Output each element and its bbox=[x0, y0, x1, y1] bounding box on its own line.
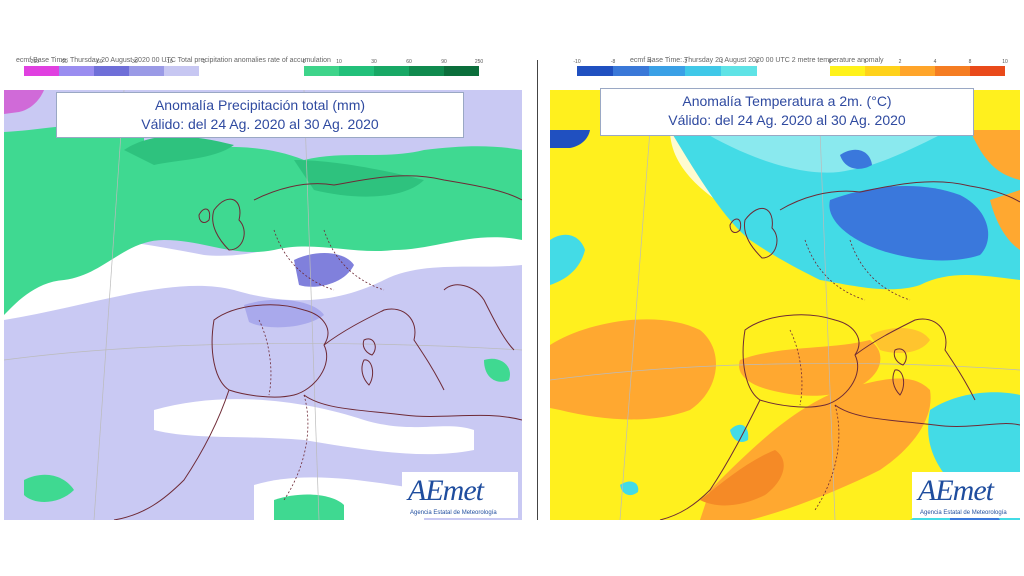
slight-cool-anomaly-area bbox=[700, 130, 950, 173]
precip-pos-swatch bbox=[409, 66, 444, 76]
temp-scale-label: 4 bbox=[933, 59, 937, 65]
cool-anomaly-area bbox=[928, 392, 1020, 495]
precipitation-positive-color-scale bbox=[304, 66, 479, 76]
cool-anomaly-area bbox=[620, 481, 639, 496]
warm-anomaly-area bbox=[870, 328, 930, 353]
precipitation-map-header: ecmf Base Time: Thursday 20 August 2020 … bbox=[16, 57, 331, 64]
precip-pos-swatch bbox=[374, 66, 409, 76]
temp-scale-label: 1 bbox=[863, 59, 867, 65]
temperature-map-title: Anomalía Temperatura a 2m. (°C) Válido: … bbox=[600, 88, 974, 136]
warm-anomaly-area bbox=[739, 340, 881, 396]
positive-anomaly-area bbox=[274, 494, 344, 520]
precip-scale-label: -60 bbox=[95, 59, 103, 65]
negative-anomaly-area bbox=[244, 299, 324, 328]
precip-neg-swatch bbox=[94, 66, 129, 76]
aemet-logo: AEmet Agencia Estatal de Meteorología bbox=[402, 472, 518, 518]
positive-anomaly-area bbox=[124, 136, 234, 165]
aemet-logo-subtext: Agencia Estatal de Meteorología bbox=[410, 510, 497, 516]
temp-neg-swatch bbox=[721, 66, 757, 76]
temp-scale-label: -1 bbox=[718, 59, 724, 65]
aemet-logo-text: AEmet bbox=[918, 474, 994, 507]
precipitation-scale-labels: -250 -90 -60 -30 -10 0 0 10 30 60 90 250 bbox=[24, 59, 504, 66]
temp-pos-swatch bbox=[970, 66, 1005, 76]
positive-anomaly-area bbox=[294, 160, 424, 197]
aemet-logo: AEmet Agencia Estatal de Meteorología bbox=[912, 472, 1020, 518]
panel-divider bbox=[537, 60, 538, 520]
aemet-logo-subtext: Agencia Estatal de Meteorología bbox=[920, 510, 1007, 516]
precip-scale-label: 90 bbox=[441, 59, 447, 65]
warm-anomaly-area bbox=[990, 190, 1020, 250]
warm-anomaly-area bbox=[550, 319, 717, 420]
temp-pos-swatch bbox=[900, 66, 935, 76]
temp-scale-label: -4 bbox=[646, 59, 652, 65]
temperature-map-header: ecmf Base Time: Thursday 20 August 2020 … bbox=[630, 57, 884, 64]
map-grid-lines bbox=[4, 90, 522, 520]
precip-pos-swatch bbox=[339, 66, 374, 76]
temp-neg-swatch bbox=[613, 66, 649, 76]
precip-scale-label: -90 bbox=[60, 59, 68, 65]
temp-scale-label: -10 bbox=[573, 59, 581, 65]
precipitation-map-title: Anomalía Precipitación total (mm) Válido… bbox=[56, 92, 464, 138]
precipitation-anomaly-map bbox=[4, 90, 522, 520]
temp-pos-swatch bbox=[935, 66, 970, 76]
precipitation-anomaly-map-panel: ecmf Base Time: Thursday 20 August 2020 … bbox=[4, 56, 522, 520]
temp-pos-swatch bbox=[830, 66, 865, 76]
precip-scale-label: -10 bbox=[165, 59, 173, 65]
precip-neg-swatch bbox=[59, 66, 94, 76]
temperature-positive-color-scale bbox=[830, 66, 1005, 76]
temp-scale-label: -8 bbox=[610, 59, 616, 65]
coastlines bbox=[659, 181, 1020, 520]
country-borders bbox=[258, 229, 385, 501]
precipitation-negative-color-scale bbox=[24, 66, 199, 76]
temp-scale-label: 10 bbox=[1002, 59, 1008, 65]
temp-neg-swatch bbox=[685, 66, 721, 76]
precip-scale-label: 60 bbox=[406, 59, 412, 65]
precip-scale-label: 30 bbox=[371, 59, 377, 65]
cold-anomaly-area bbox=[840, 149, 872, 169]
precip-neg-swatch bbox=[24, 66, 59, 76]
precip-pos-swatch bbox=[444, 66, 479, 76]
temperature-negative-color-scale bbox=[577, 66, 757, 76]
cool-anomaly-area bbox=[730, 424, 749, 442]
precip-neg-swatch bbox=[129, 66, 164, 76]
map-grid-lines bbox=[550, 129, 1020, 520]
cold-anomaly-area bbox=[550, 130, 590, 148]
precip-scale-label: 10 bbox=[336, 59, 342, 65]
positive-anomaly-area bbox=[484, 358, 510, 382]
precipitation-title-line2: Válido: del 24 Ag. 2020 al 30 Ag. 2020 bbox=[141, 116, 379, 132]
precip-pos-swatch bbox=[304, 66, 339, 76]
positive-anomaly-area bbox=[24, 474, 74, 502]
precip-scale-label: -30 bbox=[130, 59, 138, 65]
cold-anomaly-area bbox=[829, 185, 989, 261]
temp-scale-label: 2 bbox=[898, 59, 902, 65]
temp-neg-swatch bbox=[577, 66, 613, 76]
precip-neg-swatch bbox=[164, 66, 199, 76]
strong-negative-anomaly-area bbox=[4, 90, 44, 114]
temperature-scale-labels: -10 -8 -4 -2 -1 0 0 1 2 4 8 10 bbox=[570, 59, 1010, 66]
no-anomaly-area bbox=[154, 399, 474, 455]
strong-negative-anomaly-area bbox=[294, 253, 354, 287]
precip-scale-label: 0 bbox=[202, 59, 206, 65]
precip-scale-label: 250 bbox=[474, 59, 484, 65]
temp-pos-swatch bbox=[865, 66, 900, 76]
positive-anomaly-area bbox=[4, 123, 522, 315]
strong-warm-anomaly-area bbox=[700, 450, 784, 506]
warm-anomaly-area bbox=[970, 130, 1020, 180]
cool-anomaly-area bbox=[550, 234, 585, 285]
temp-scale-label: 0 bbox=[755, 59, 759, 65]
temperature-anomaly-map bbox=[550, 90, 1020, 520]
temperature-title-line2: Válido: del 24 Ag. 2020 al 30 Ag. 2020 bbox=[668, 112, 906, 128]
country-borders bbox=[789, 239, 911, 511]
temp-scale-label: 0 bbox=[828, 59, 832, 65]
temperature-anomaly-map-panel: ecmf Base Time: Thursday 20 August 2020 … bbox=[550, 56, 1020, 520]
temp-neg-swatch bbox=[649, 66, 685, 76]
aemet-logo-text: AEmet bbox=[408, 474, 484, 507]
precipitation-title-line1: Anomalía Precipitación total (mm) bbox=[154, 97, 366, 113]
precip-scale-label: 0 bbox=[302, 59, 306, 65]
temp-scale-label: 8 bbox=[968, 59, 972, 65]
precip-scale-label: -250 bbox=[28, 59, 40, 65]
coastlines bbox=[113, 175, 522, 520]
temp-scale-label: -2 bbox=[682, 59, 688, 65]
temperature-title-line1: Anomalía Temperatura a 2m. (°C) bbox=[682, 93, 892, 109]
